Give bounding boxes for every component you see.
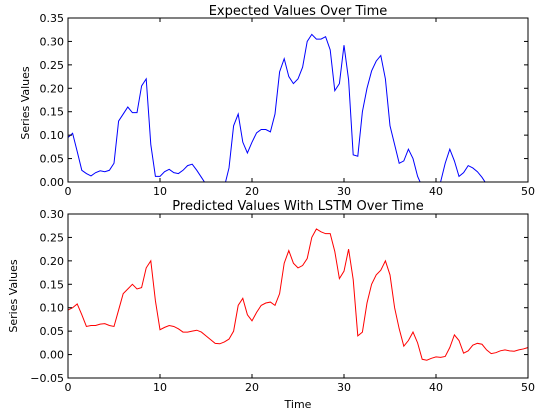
- x-tick-label: 0: [65, 185, 72, 198]
- y-tick-label: 0.10: [40, 302, 65, 315]
- x-tick-label: 30: [337, 381, 351, 394]
- chart-title: Expected Values Over Time: [209, 4, 388, 19]
- y-tick-label: 0.20: [40, 82, 65, 95]
- y-tick-label: 0.00: [40, 349, 65, 362]
- x-axis-label: Time: [284, 398, 312, 411]
- x-tick-label: 0: [65, 381, 72, 394]
- y-tick-label: 0.25: [40, 59, 65, 72]
- x-tick-label: 10: [153, 381, 167, 394]
- y-axis-label: Series Values: [19, 66, 32, 140]
- y-tick-label: −0.05: [30, 372, 64, 385]
- y-tick-label: 0.00: [40, 176, 65, 189]
- x-tick-label: 20: [245, 185, 259, 198]
- x-tick-label: 40: [429, 381, 443, 394]
- y-tick-label: 0.35: [40, 12, 65, 25]
- x-tick-label: 40: [429, 185, 443, 198]
- x-tick-label: 20: [245, 381, 259, 394]
- y-tick-label: 0.20: [40, 255, 65, 268]
- x-tick-label: 50: [521, 381, 535, 394]
- y-tick-label: 0.15: [40, 106, 65, 119]
- y-tick-label: 0.30: [40, 35, 65, 48]
- plot-frame: [67, 17, 529, 183]
- y-tick-label: 0.05: [40, 153, 65, 166]
- expected-values-chart: Expected Values Over Time Series Values …: [19, 4, 535, 198]
- x-tick-label: 30: [337, 185, 351, 198]
- series-line: [68, 33, 486, 182]
- x-tick-label: 10: [153, 185, 167, 198]
- chart-title: Predicted Values With LSTM Over Time: [172, 199, 423, 214]
- y-tick-label: 0.25: [40, 231, 65, 244]
- y-tick-label: 0.30: [40, 208, 65, 221]
- plot-frame: [67, 213, 529, 379]
- predicted-values-chart: Predicted Values With LSTM Over Time Ser…: [7, 199, 535, 411]
- x-tick-label: 50: [521, 185, 535, 198]
- y-tick-label: 0.05: [40, 325, 65, 338]
- y-tick-label: 0.10: [40, 129, 65, 142]
- y-axis-label: Series Values: [7, 259, 20, 333]
- series-line: [68, 228, 528, 361]
- y-tick-label: 0.15: [40, 278, 65, 291]
